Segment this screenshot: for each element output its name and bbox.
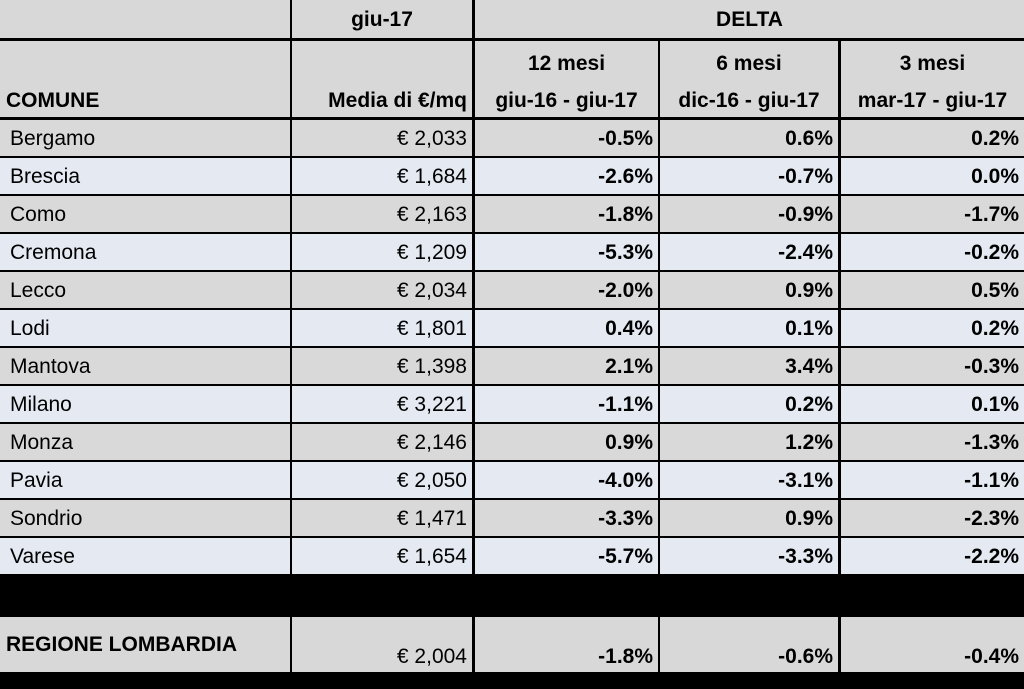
table-cell-delta-6: 0.6%	[660, 120, 838, 156]
table-cell-comune: Varese	[0, 538, 290, 574]
table-cell-delta-12: -5.3%	[475, 234, 658, 270]
table-cell-delta-6: -0.7%	[660, 158, 838, 194]
column-header-6-mesi-range: dic-16 - giu-17	[678, 89, 820, 112]
table-cell-comune: Como	[0, 196, 290, 232]
table-cell-delta-12: -5.7%	[475, 538, 658, 574]
table-cell-media: € 3,221	[292, 386, 472, 422]
table-cell-comune: Brescia	[0, 158, 290, 194]
table-cell-delta-3: -2.2%	[841, 538, 1024, 574]
table-cell-comune: Sondrio	[0, 500, 290, 536]
header-comune-cell: COMUNE	[0, 41, 290, 117]
table-cell-media: € 1,471	[292, 500, 472, 536]
column-header-12-mesi-range: giu-16 - giu-17	[495, 89, 638, 112]
table-cell-delta-12: -2.0%	[475, 272, 658, 308]
table-cell-delta-3: 0.5%	[841, 272, 1024, 308]
header-delta: DELTA	[475, 0, 1024, 38]
table-cell-delta-6: -2.4%	[660, 234, 838, 270]
column-header-3-mesi: 3 mesi	[899, 52, 966, 75]
table-cell-comune: Lodi	[0, 310, 290, 346]
table-cell-delta-3: 0.2%	[841, 310, 1024, 346]
table-cell-media: € 2,146	[292, 424, 472, 460]
table-cell-delta-6: 0.9%	[660, 272, 838, 308]
column-header-3-mesi-range: mar-17 - giu-17	[857, 89, 1008, 112]
header-12-mesi-cell: 12 mesi giu-16 - giu-17	[475, 41, 658, 117]
table-cell-media: € 1,398	[292, 348, 472, 384]
total-comune-label: REGIONE LOMBARDIA	[6, 633, 237, 656]
table-cell-comune: Bergamo	[0, 120, 290, 156]
total-media-cell: € 2,004	[292, 617, 472, 672]
table-cell-delta-6: 1.2%	[660, 424, 838, 460]
header-blank-cell	[0, 0, 290, 38]
table-cell-delta-3: 0.0%	[841, 158, 1024, 194]
table-cell-delta-6: -3.3%	[660, 538, 838, 574]
column-header-12-mesi: 12 mesi	[527, 52, 606, 75]
table-cell-delta-12: -1.1%	[475, 386, 658, 422]
table-cell-delta-3: -1.3%	[841, 424, 1024, 460]
column-header-media: Media di €/mq	[328, 89, 467, 112]
table-cell-delta-6: 3.4%	[660, 348, 838, 384]
table-cell-delta-6: 0.9%	[660, 500, 838, 536]
table-cell-media: € 1,209	[292, 234, 472, 270]
total-d3-value: -0.4%	[964, 645, 1019, 668]
total-d3-cell: -0.4%	[841, 617, 1024, 672]
column-header-comune: COMUNE	[6, 89, 100, 112]
table-cell-media: € 2,050	[292, 462, 472, 498]
table-cell-media: € 1,684	[292, 158, 472, 194]
table-cell-delta-3: 0.2%	[841, 120, 1024, 156]
total-d12-value: -1.8%	[598, 645, 653, 668]
table-cell-comune: Pavia	[0, 462, 290, 498]
table-cell-comune: Mantova	[0, 348, 290, 384]
table-cell-delta-12: 2.1%	[475, 348, 658, 384]
table-cell-comune: Milano	[0, 386, 290, 422]
table-cell-delta-12: -4.0%	[475, 462, 658, 498]
table-cell-delta-3: -1.7%	[841, 196, 1024, 232]
header-3-mesi-cell: 3 mesi mar-17 - giu-17	[841, 41, 1024, 117]
table-cell-delta-12: -3.3%	[475, 500, 658, 536]
total-d6-value: -0.6%	[778, 645, 833, 668]
table-cell-comune: Cremona	[0, 234, 290, 270]
table-cell-delta-6: 0.2%	[660, 386, 838, 422]
table-cell-delta-12: -0.5%	[475, 120, 658, 156]
table-cell-delta-3: -1.1%	[841, 462, 1024, 498]
table-cell-delta-3: -0.3%	[841, 348, 1024, 384]
table-cell-media: € 2,033	[292, 120, 472, 156]
table-cell-delta-3: -2.3%	[841, 500, 1024, 536]
header-media-cell: Media di €/mq	[292, 41, 472, 117]
total-d12-cell: -1.8%	[475, 617, 658, 672]
header-period: giu-17	[292, 0, 472, 38]
table-cell-media: € 2,163	[292, 196, 472, 232]
header-6-mesi-cell: 6 mesi dic-16 - giu-17	[660, 41, 838, 117]
total-d6-cell: -0.6%	[660, 617, 838, 672]
column-header-6-mesi: 6 mesi	[716, 52, 782, 75]
table-cell-delta-12: 0.9%	[475, 424, 658, 460]
table-cell-comune: Lecco	[0, 272, 290, 308]
table-cell-delta-6: 0.1%	[660, 310, 838, 346]
table-cell-comune: Monza	[0, 424, 290, 460]
table-cell-delta-6: -0.9%	[660, 196, 838, 232]
total-comune-cell: REGIONE LOMBARDIA	[0, 617, 290, 672]
table-cell-delta-3: -0.2%	[841, 234, 1024, 270]
table-cell-delta-12: -1.8%	[475, 196, 658, 232]
table-cell-media: € 1,801	[292, 310, 472, 346]
table-cell-delta-12: -2.6%	[475, 158, 658, 194]
total-media-value: € 2,004	[396, 645, 467, 668]
table-cell-delta-6: -3.1%	[660, 462, 838, 498]
table-cell-media: € 1,654	[292, 538, 472, 574]
table-cell-delta-12: 0.4%	[475, 310, 658, 346]
table-cell-delta-3: 0.1%	[841, 386, 1024, 422]
table-cell-media: € 2,034	[292, 272, 472, 308]
